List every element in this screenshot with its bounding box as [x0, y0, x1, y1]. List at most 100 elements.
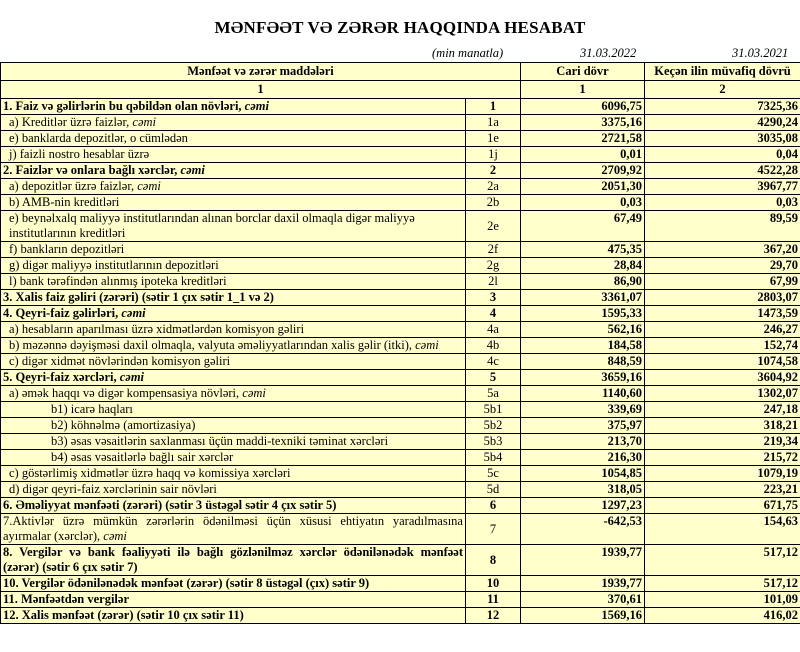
row-label-text: j) faizli nostro hesablar üzrə — [9, 147, 150, 161]
row-label-text: b3) əsas vəsaitlərin saxlanması üçün mad… — [51, 434, 389, 448]
row-code: 7 — [464, 513, 522, 545]
table-row: b) AMB-nin kreditləri 2b 0,03 0,03 — [0, 194, 800, 211]
row-previous-value: 246,27 — [644, 321, 800, 338]
table-row: c) göstərlimiş xidmətlər üzrə haqq və ko… — [0, 465, 800, 482]
row-label: 1. Faiz və gəlirlərin bu qəbildən olan n… — [0, 98, 466, 115]
row-label: 11. Mənfəətdən vergilər — [0, 591, 466, 608]
row-previous-value: 416,02 — [644, 607, 800, 624]
date-previous: 31.03.2021 — [732, 46, 789, 60]
row-code: 5 — [464, 369, 522, 386]
table-row: e) banklarda depozitlər, o cümlədən 1e 272… — [0, 130, 800, 147]
table-row: 8. Vergilər və bank fəaliyyəti ilə bağlı… — [0, 544, 800, 576]
report-title: MƏNFƏƏT VƏ ZƏRƏR HAQQINDA HESABAT — [214, 18, 586, 37]
row-previous-value: 152,74 — [644, 337, 800, 354]
row-code: 1e — [464, 130, 522, 147]
row-current-value: 216,30 — [520, 449, 646, 466]
row-current-value: 1569,16 — [520, 607, 646, 624]
row-current-value: 1939,77 — [520, 544, 646, 576]
row-label: a) hesabların aparılması üzrə xidmətlərd… — [0, 321, 466, 338]
table-row: 12. Xalis mənfəət (zərər) (sətir 10 çıx … — [0, 607, 800, 624]
row-label: l) bank tərəfindən alınmış ipoteka kredi… — [0, 273, 466, 290]
row-current-value: 375,97 — [520, 417, 646, 434]
row-current-value: 1939,77 — [520, 575, 646, 592]
row-label: e) banklarda depozitlər, o cümlədən — [0, 130, 466, 147]
header-current-number: 1 — [520, 80, 646, 99]
table-row: j) faizli nostro hesablar üzrə 1j 0,01 0,04 — [0, 146, 800, 163]
table-row: l) bank tərəfindən alınmış ipoteka kredi… — [0, 273, 800, 290]
row-code: 2b — [464, 194, 522, 211]
row-label: c) digər xidmət növlərindən komisyon gəl… — [0, 353, 466, 370]
row-previous-value: 101,09 — [644, 591, 800, 608]
row-label-emphasis: cəmi — [244, 99, 269, 113]
row-code: 1a — [464, 114, 522, 131]
row-label-text: 6. Əməliyyat mənfəəti (zərəri) (sətir 3 … — [3, 498, 337, 512]
row-previous-value: 1074,58 — [644, 353, 800, 370]
table-row: b2) köhnəlmə (amortizasiya) 5b2 375,97 318,… — [0, 417, 800, 434]
row-label-emphasis: cəmi — [119, 370, 145, 384]
table-row: b3) əsas vəsaitlərin saxlanması üçün mad… — [0, 433, 800, 450]
row-label-text: 10. Vergilər ödənilənədək mənfəət (zərər… — [3, 576, 370, 590]
row-code: 5b1 — [464, 401, 522, 418]
row-code: 3 — [464, 289, 522, 306]
row-label-emphasis: cəmi — [103, 529, 127, 543]
row-label-emphasis: cəmi — [132, 115, 156, 129]
row-previous-value: 215,72 — [644, 449, 800, 466]
row-code: 2l — [464, 273, 522, 290]
row-current-value: 3375,16 — [520, 114, 646, 131]
row-label: b) AMB-nin kreditləri — [0, 194, 466, 211]
row-previous-value: 67,99 — [644, 273, 800, 290]
row-code: 8 — [464, 544, 522, 576]
row-label: g) digər maliyyə institutlarının depozit… — [0, 257, 466, 274]
row-label: b3) əsas vəsaitlərin saxlanması üçün mad… — [0, 433, 466, 450]
row-label: 8. Vergilər və bank fəaliyyəti ilə bağlı… — [0, 544, 466, 576]
row-label-text: 2. Faizlər və onlara bağlı xərclər, — [3, 163, 181, 177]
row-previous-value: 517,12 — [644, 544, 800, 576]
table-row: 11. Mənfəətdən vergilər 11 370,61 101,09 — [0, 591, 800, 608]
row-label-text: b) AMB-nin kreditləri — [9, 195, 120, 209]
row-label-emphasis: cəmi — [121, 306, 146, 320]
table-row: 1. Faiz və gəlirlərin bu qəbildən olan n… — [0, 98, 800, 115]
row-label: 10. Vergilər ödənilənədək mənfəət (zərər… — [0, 575, 466, 592]
row-label-text: 12. Xalis mənfəət (zərər) (sətir 10 çıx … — [3, 608, 244, 622]
row-previous-value: 671,75 — [644, 497, 800, 514]
row-code: 2 — [464, 162, 522, 179]
table-row: c) digər xidmət növlərindən komisyon gəl… — [0, 353, 800, 370]
row-label: a) Kreditlər üzrə faizlər, cəmi — [0, 114, 466, 131]
row-previous-value: 219,34 — [644, 433, 800, 450]
header-previous-number: 2 — [644, 80, 800, 99]
row-label-text: 7.Aktivlər üzrə mümkün zərərlərin ödənil… — [3, 514, 463, 543]
row-previous-value: 4290,24 — [644, 114, 800, 131]
row-previous-value: 247,18 — [644, 401, 800, 418]
row-previous-value: 318,21 — [644, 417, 800, 434]
row-current-value: 67,49 — [520, 210, 646, 242]
row-current-value: 2051,30 — [520, 178, 646, 195]
row-previous-value: 29,70 — [644, 257, 800, 274]
row-label-text: c) göstərlimiş xidmətlər üzrə haqq və ko… — [9, 466, 291, 480]
row-label: b1) icarə haqları — [0, 401, 466, 418]
row-label: 2. Faizlər və onlara bağlı xərclər, cəmi — [0, 162, 466, 179]
table-row: 10. Vergilər ödənilənədək mənfəət (zərər… — [0, 575, 800, 592]
row-label-emphasis: cəmi — [415, 338, 439, 352]
table-row: d) digər qeyri-faiz xərclərinin sair növ… — [0, 481, 800, 498]
table-row: b) məzənnə dəyişməsi daxil olmaqla, valy… — [0, 337, 800, 354]
table-row: b4) əsas vəsaitlərlə bağlı sair xərclər 5… — [0, 449, 800, 466]
row-previous-value: 1302,07 — [644, 385, 800, 402]
row-label-text: 1. Faiz və gəlirlərin bu qəbildən olan n… — [3, 99, 245, 113]
row-current-value: 6096,75 — [520, 98, 646, 115]
row-label: j) faizli nostro hesablar üzrə — [0, 146, 466, 163]
row-previous-value: 1473,59 — [644, 305, 800, 322]
row-label: 7.Aktivlər üzrə mümkün zərərlərin ödənil… — [0, 513, 466, 545]
table-row: a) Kreditlər üzrə faizlər, cəmi 1a 3375,16… — [0, 114, 800, 131]
row-current-value: 848,59 — [520, 353, 646, 370]
row-label-text: g) digər maliyyə institutlarının depozit… — [9, 258, 219, 272]
row-current-value: -642,53 — [520, 513, 646, 545]
row-previous-value: 7325,36 — [644, 98, 800, 115]
header-previous: Keçən ilin müvafiq dövrü — [644, 62, 800, 81]
row-label-text: 8. Vergilər və bank fəaliyyəti ilə bağlı… — [3, 545, 463, 574]
row-label-text: l) bank tərəfindən alınmış ipoteka kredi… — [9, 274, 227, 288]
row-label-text: 3. Xalis faiz gəliri (zərəri) (sətir 1 ç… — [3, 290, 274, 304]
row-previous-value: 223,21 — [644, 481, 800, 498]
row-label: b) məzənnə dəyişməsi daxil olmaqla, valy… — [0, 337, 466, 354]
row-label: b2) köhnəlmə (amortizasiya) — [0, 417, 466, 434]
row-previous-value: 154,63 — [644, 513, 800, 545]
